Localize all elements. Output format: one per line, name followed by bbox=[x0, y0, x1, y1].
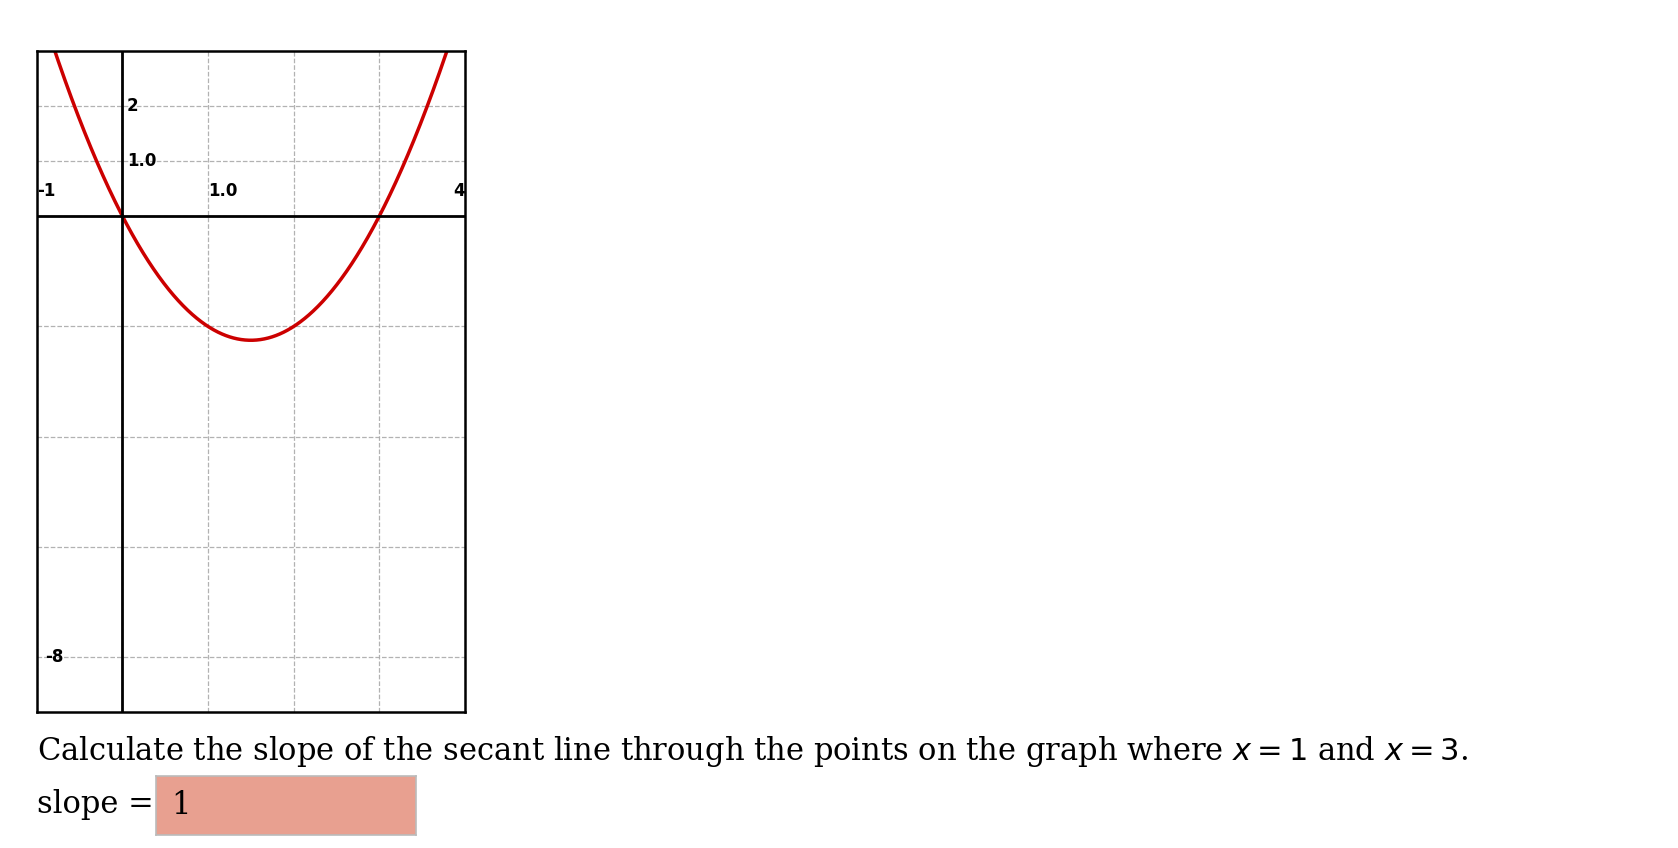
Text: 2: 2 bbox=[128, 97, 138, 115]
Text: Calculate the slope of the secant line through the points on the graph where $x : Calculate the slope of the secant line t… bbox=[37, 734, 1468, 768]
Text: 1: 1 bbox=[171, 790, 191, 821]
Text: slope =: slope = bbox=[37, 789, 163, 820]
Text: 4: 4 bbox=[453, 181, 465, 199]
Text: 1.0: 1.0 bbox=[208, 181, 238, 199]
Text: -1: -1 bbox=[37, 181, 55, 199]
Text: 1.0: 1.0 bbox=[128, 152, 156, 170]
Text: -8: -8 bbox=[45, 648, 64, 667]
